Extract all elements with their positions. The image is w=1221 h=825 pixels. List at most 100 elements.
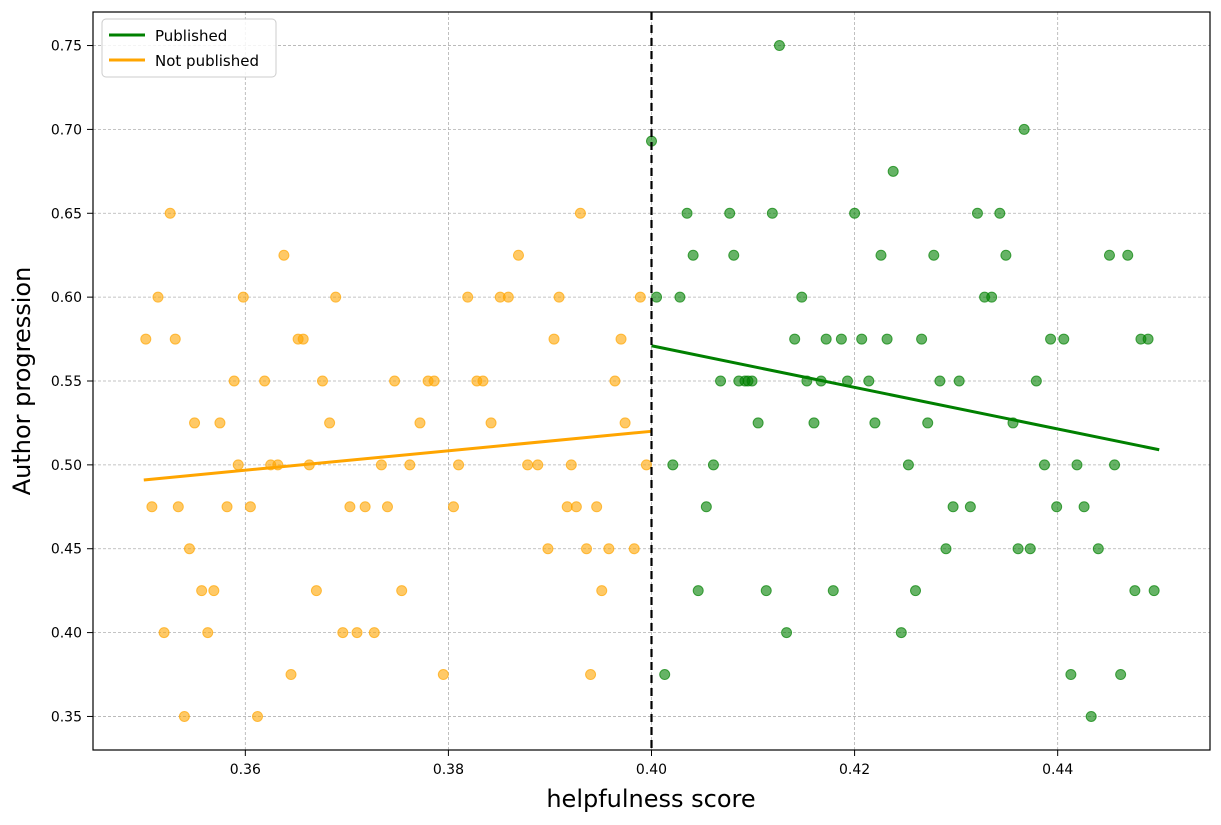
point-not-published — [259, 375, 271, 387]
y-tick-label: 0.60 — [51, 290, 82, 306]
point-published — [1129, 585, 1141, 597]
point-not-published — [553, 291, 565, 303]
point-published — [856, 333, 868, 345]
point-published — [687, 249, 699, 261]
point-not-published — [542, 543, 554, 555]
legend-label-published: Published — [155, 27, 227, 45]
point-published — [659, 669, 671, 681]
point-not-published — [628, 543, 640, 555]
point-not-published — [609, 375, 621, 387]
point-not-published — [640, 459, 652, 471]
point-published — [1122, 249, 1134, 261]
point-not-published — [221, 501, 233, 513]
point-not-published — [324, 417, 336, 429]
point-not-published — [462, 291, 474, 303]
point-published — [928, 249, 940, 261]
point-not-published — [158, 627, 170, 639]
point-not-published — [152, 291, 164, 303]
x-tick-label: 0.38 — [433, 762, 464, 778]
point-not-published — [252, 710, 264, 722]
point-not-published — [178, 710, 190, 722]
point-published — [1109, 459, 1121, 471]
point-published — [692, 585, 704, 597]
point-published — [827, 585, 839, 597]
point-not-published — [316, 375, 328, 387]
point-not-published — [522, 459, 534, 471]
point-published — [651, 291, 663, 303]
point-not-published — [634, 291, 646, 303]
point-published — [707, 459, 719, 471]
y-tick-label: 0.40 — [51, 626, 82, 642]
point-published — [922, 417, 934, 429]
legend-label-not-published: Not published — [155, 52, 259, 70]
point-published — [1115, 669, 1127, 681]
fit-line-published — [651, 344, 1160, 452]
point-published — [849, 207, 861, 219]
point-not-published — [447, 501, 459, 513]
point-not-published — [561, 501, 573, 513]
y-tick-label: 0.35 — [51, 709, 82, 725]
point-published — [1038, 459, 1050, 471]
point-published — [863, 375, 875, 387]
point-published — [766, 207, 778, 219]
y-tick-label: 0.55 — [51, 374, 82, 390]
point-published — [789, 333, 801, 345]
point-published — [1058, 333, 1070, 345]
point-published — [910, 585, 922, 597]
point-not-published — [381, 501, 393, 513]
point-not-published — [285, 669, 297, 681]
data-points — [140, 40, 1160, 722]
axis-ticks: 0.36 0.38 0.40 0.42 0.44 0.35 0.40 0.45 0.50 0.55… — [51, 39, 1074, 778]
point-not-published — [214, 417, 226, 429]
point-not-published — [532, 459, 544, 471]
point-published — [953, 375, 965, 387]
point-not-published — [404, 459, 416, 471]
point-published — [681, 207, 693, 219]
point-published — [881, 333, 893, 345]
point-published — [835, 333, 847, 345]
point-not-published — [375, 459, 387, 471]
point-not-published — [548, 333, 560, 345]
point-published — [752, 417, 764, 429]
point-published — [1092, 543, 1104, 555]
point-not-published — [164, 207, 176, 219]
point-not-published — [502, 291, 514, 303]
x-tick-label: 0.36 — [230, 762, 261, 778]
point-published — [820, 333, 832, 345]
point-not-published — [140, 333, 152, 345]
point-not-published — [337, 627, 349, 639]
point-published — [1030, 375, 1042, 387]
x-tick-label: 0.42 — [839, 762, 870, 778]
point-not-published — [189, 417, 201, 429]
point-published — [1024, 543, 1036, 555]
point-not-published — [585, 669, 597, 681]
point-not-published — [208, 585, 220, 597]
point-not-published — [574, 207, 586, 219]
point-not-published — [389, 375, 401, 387]
point-not-published — [615, 333, 627, 345]
point-published — [1012, 543, 1024, 555]
point-not-published — [237, 291, 249, 303]
y-tick-label: 0.50 — [51, 458, 82, 474]
point-not-published — [603, 543, 615, 555]
point-published — [667, 459, 679, 471]
point-published — [902, 459, 914, 471]
point-published — [1085, 710, 1097, 722]
fit-lines — [143, 344, 1160, 482]
x-tick-label: 0.40 — [636, 762, 667, 778]
point-not-published — [396, 585, 408, 597]
point-not-published — [169, 333, 181, 345]
point-not-published — [232, 459, 244, 471]
y-tick-label: 0.45 — [51, 542, 82, 558]
point-published — [1045, 333, 1057, 345]
y-tick-label: 0.70 — [51, 122, 82, 138]
point-not-published — [477, 375, 489, 387]
point-published — [940, 543, 952, 555]
point-not-published — [344, 501, 356, 513]
point-published — [1103, 249, 1115, 261]
point-published — [1078, 501, 1090, 513]
point-not-published — [512, 249, 524, 261]
point-published — [947, 501, 959, 513]
